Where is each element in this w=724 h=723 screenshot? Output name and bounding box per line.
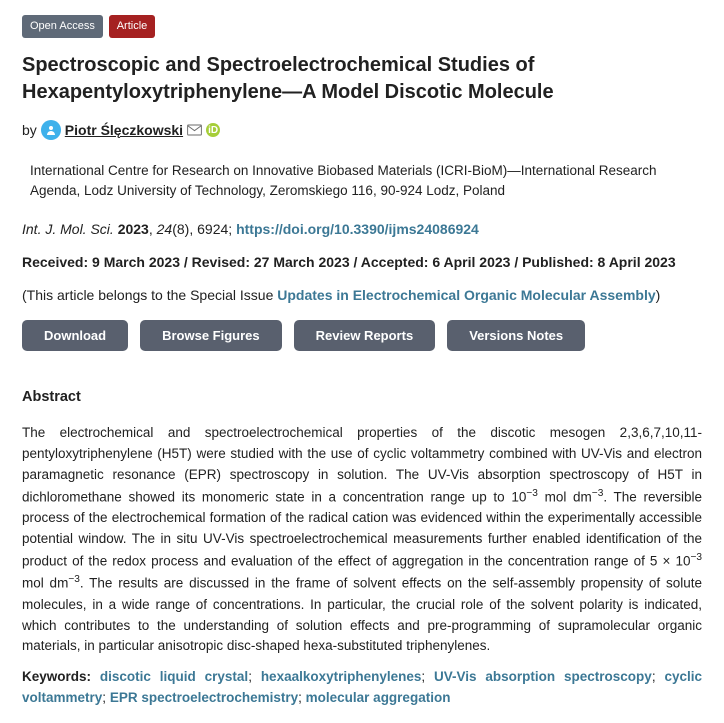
orcid-icon[interactable]: iD (206, 123, 220, 137)
special-issue-suffix: ) (656, 287, 661, 303)
keyword-link[interactable]: UV-Vis absorption spectroscopy (434, 669, 652, 684)
badge-row: Open Access Article (22, 14, 702, 38)
abstract-text: The electrochemical and spectroelectroch… (22, 423, 702, 658)
doi-link[interactable]: https://doi.org/10.3390/ijms24086924 (236, 221, 479, 237)
affiliation: International Centre for Research on Inn… (22, 155, 702, 220)
open-access-badge: Open Access (22, 15, 103, 38)
review-reports-button[interactable]: Review Reports (294, 320, 436, 351)
keyword-link[interactable]: EPR spectroelectrochemistry (110, 690, 298, 705)
article-type-badge: Article (109, 15, 156, 38)
citation: Int. J. Mol. Sci. 2023, 24(8), 6924; htt… (22, 219, 702, 240)
keywords-label: Keywords: (22, 669, 91, 684)
journal-name: Int. J. Mol. Sci. (22, 221, 114, 237)
special-issue-link[interactable]: Updates in Electrochemical Organic Molec… (277, 287, 655, 303)
citation-article-no: 6924 (197, 221, 228, 237)
special-issue-prefix: (This article belongs to the Special Iss… (22, 287, 277, 303)
browse-figures-button[interactable]: Browse Figures (140, 320, 282, 351)
article-title: Spectroscopic and Spectroelectrochemical… (22, 52, 702, 106)
versions-notes-button[interactable]: Versions Notes (447, 320, 585, 351)
keyword-link[interactable]: molecular aggregation (306, 690, 451, 705)
mail-icon[interactable] (187, 124, 202, 136)
keyword-link[interactable]: hexaalkoxytriphenylenes (261, 669, 422, 684)
keyword-link[interactable]: discotic liquid crystal (100, 669, 248, 684)
action-buttons: Download Browse Figures Review Reports V… (22, 320, 702, 351)
citation-issue: (8) (172, 221, 189, 237)
person-icon (41, 120, 61, 140)
citation-volume: 24 (157, 221, 173, 237)
abstract-heading: Abstract (22, 387, 702, 409)
byline-prefix: by (22, 120, 37, 141)
byline: by Piotr Ślęczkowski iD (22, 120, 702, 141)
author-link[interactable]: Piotr Ślęczkowski (65, 120, 183, 141)
publication-dates: Received: 9 March 2023 / Revised: 27 Mar… (22, 252, 702, 273)
keywords: Keywords: discotic liquid crystal; hexaa… (22, 667, 702, 709)
download-button[interactable]: Download (22, 320, 128, 351)
citation-year: 2023 (118, 221, 149, 237)
special-issue: (This article belongs to the Special Iss… (22, 285, 702, 306)
